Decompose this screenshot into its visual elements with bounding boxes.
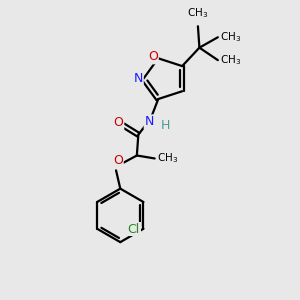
Text: CH$_3$: CH$_3$ (157, 152, 178, 165)
Text: Cl: Cl (128, 223, 140, 236)
Text: O: O (113, 116, 123, 129)
Text: CH$_3$: CH$_3$ (187, 7, 208, 20)
Text: N: N (145, 116, 154, 128)
Text: H: H (160, 119, 170, 132)
Text: N: N (134, 72, 143, 85)
Text: CH$_3$: CH$_3$ (220, 30, 241, 44)
Text: O: O (148, 50, 158, 63)
Text: CH$_3$: CH$_3$ (220, 53, 241, 67)
Text: O: O (113, 154, 123, 167)
